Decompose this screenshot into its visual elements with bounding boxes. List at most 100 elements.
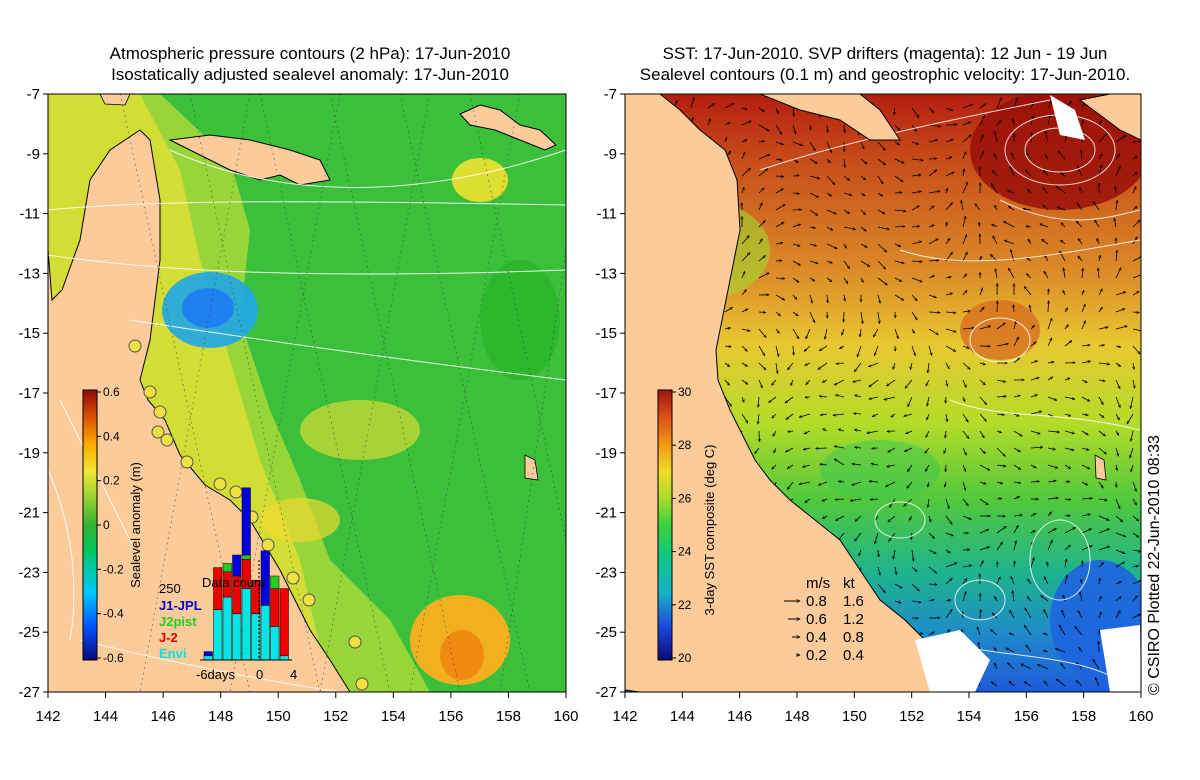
- velocity-arrow: [962, 430, 969, 439]
- velocity-arrow: [809, 277, 815, 281]
- velocity-arrow: [1045, 155, 1049, 160]
- velocity-arrow: [1076, 221, 1083, 228]
- velocity-arrow: [724, 102, 734, 109]
- inset-legend-label: J1-JPL: [159, 598, 202, 613]
- velocity-arrow: [1098, 327, 1108, 330]
- velocity-arrow: [1115, 581, 1121, 585]
- velocity-arrow: [1008, 206, 1015, 211]
- velocity-arrow: [1099, 255, 1100, 262]
- velocity-arrow: [793, 345, 794, 355]
- velocity-arrow: [1098, 363, 1110, 364]
- velocity-arrow: [980, 256, 981, 262]
- velocity-arrow: [1007, 268, 1015, 279]
- velocity-arrow: [893, 362, 896, 369]
- velocity-legend-ms: 0.8: [806, 593, 827, 610]
- velocity-arrow: [1060, 172, 1066, 177]
- velocity-arrow: [818, 481, 828, 485]
- velocity-arrow: [1115, 396, 1120, 408]
- velocity-arrow: [1115, 447, 1119, 456]
- velocity-arrow: [877, 175, 884, 184]
- velocity-arrow: [1030, 378, 1039, 381]
- velocity-arrow: [928, 549, 936, 555]
- velocity-arrow: [979, 326, 991, 330]
- inset-bar-envi: [213, 609, 223, 661]
- velocity-arrow: [886, 481, 896, 488]
- velocity-arrow: [1064, 499, 1071, 500]
- velocity-arrow: [877, 566, 880, 575]
- velocity-arrow: [860, 175, 866, 180]
- velocity-arrow: [1059, 251, 1066, 262]
- velocity-arrow: [859, 549, 862, 556]
- velocity-arrow: [905, 379, 913, 388]
- velocity-arrow: [1042, 239, 1049, 245]
- velocity-arrow: [1064, 516, 1070, 517]
- velocity-arrow: [1047, 562, 1048, 568]
- velocity-arrow: [1098, 413, 1104, 418]
- velocity-arrow: [1081, 430, 1088, 435]
- velocity-arrow: [994, 648, 998, 653]
- velocity-arrow: [788, 431, 794, 432]
- velocity-arrow: [1115, 268, 1122, 279]
- velocity-arrow: [1082, 120, 1083, 126]
- velocity-arrow: [875, 532, 879, 544]
- velocity-arrow: [1043, 188, 1049, 194]
- velocity-arrow: [1081, 321, 1086, 330]
- velocity-arrow: [836, 515, 845, 521]
- velocity-arrow: [894, 210, 906, 211]
- velocity-arrow: [1131, 464, 1134, 472]
- velocity-arrow: [979, 481, 986, 484]
- velocity-arrow: [1098, 154, 1102, 160]
- velocity-arrow: [877, 277, 887, 285]
- velocity-arrow: [1013, 413, 1019, 417]
- lat-tick-label: -17: [18, 385, 40, 402]
- velocity-arrow: [1013, 515, 1022, 516]
- velocity-arrow: [758, 396, 759, 407]
- inset-bar-envi: [203, 655, 213, 661]
- velocity-arrow: [979, 104, 986, 109]
- velocity-arrow: [909, 515, 913, 520]
- velocity-arrow: [928, 140, 938, 143]
- lon-tick-label: 156: [438, 708, 463, 725]
- velocity-arrow: [836, 363, 845, 364]
- velocity-arrow: [843, 226, 856, 229]
- velocity-arrow: [1062, 290, 1065, 296]
- velocity-arrow: [1132, 580, 1141, 585]
- velocity-arrow: [877, 192, 883, 196]
- velocity-arrow: [962, 290, 967, 296]
- lon-tick-label: 144: [670, 708, 695, 725]
- velocity-arrow: [1132, 274, 1141, 279]
- velocity-arrow: [1048, 289, 1049, 296]
- velocity-arrow: [911, 345, 915, 356]
- velocity-arrow: [1043, 632, 1049, 635]
- velocity-arrow: [946, 379, 948, 386]
- velocity-arrow: [775, 328, 779, 333]
- velocity-arrow: [962, 447, 967, 455]
- velocity-arrow: [1081, 481, 1088, 486]
- velocity-arrow: [1081, 447, 1089, 450]
- velocity-arrow: [1013, 496, 1020, 500]
- velocity-arrow: [826, 209, 836, 215]
- velocity-arrow: [1115, 166, 1121, 177]
- velocity-arrow: [1026, 226, 1032, 227]
- lat-tick-label: -25: [18, 624, 40, 641]
- velocity-arrow: [1043, 170, 1049, 177]
- velocity-arrow: [928, 498, 929, 508]
- velocity-arrow: [1027, 239, 1032, 245]
- left-title-line2: Isostatically adjusted sealevel anomaly:…: [111, 65, 509, 84]
- inset-legend-label: J-2: [159, 630, 178, 645]
- sla-colorbar-tick-label: 0.2: [103, 474, 120, 488]
- lon-tick-label: 142: [612, 708, 637, 725]
- velocity-arrow: [1047, 318, 1052, 330]
- velocity-arrow: [758, 141, 765, 142]
- lat-tick-label: -23: [595, 564, 617, 581]
- velocity-arrow: [894, 600, 901, 603]
- velocity-arrow: [979, 464, 990, 471]
- velocity-arrow: [979, 413, 986, 421]
- lon-tick-label: 152: [323, 708, 348, 725]
- lon-tick-label: 144: [93, 708, 118, 725]
- velocity-arrow: [741, 413, 748, 423]
- inset-bar-envi: [222, 596, 232, 661]
- velocity-arrow: [775, 107, 779, 114]
- velocity-arrow: [962, 515, 972, 520]
- velocity-arrow: [741, 108, 747, 109]
